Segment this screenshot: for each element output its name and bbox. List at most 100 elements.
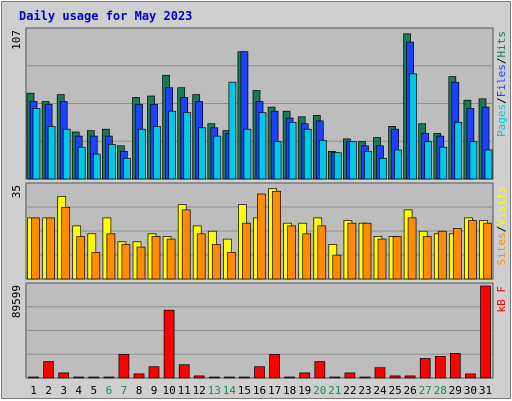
day-label: 27 bbox=[419, 384, 432, 397]
bar-sites-day-23 bbox=[362, 222, 372, 280]
bar-sites-day-26 bbox=[407, 217, 417, 280]
bar-sites-day-17 bbox=[272, 190, 281, 280]
bar-kb-f-day-15 bbox=[239, 376, 250, 379]
bar-kb-f-day-16 bbox=[254, 366, 265, 379]
bar-sites-day-18 bbox=[287, 225, 296, 280]
day-label: 16 bbox=[253, 384, 266, 397]
bar-kb-f-day-26 bbox=[404, 375, 416, 379]
bar-pages-day-13 bbox=[213, 135, 222, 180]
bar-pages-day-20 bbox=[318, 139, 327, 180]
bar-sites-day-22 bbox=[347, 222, 357, 280]
day-label: 8 bbox=[136, 384, 143, 397]
bar-sites-day-3 bbox=[61, 206, 71, 280]
bar-kb-f-day-12 bbox=[193, 375, 205, 379]
chart-title: Daily usage for May 2023 bbox=[19, 9, 192, 23]
bar-sites-day-10 bbox=[166, 238, 176, 280]
y-max-label: 35 bbox=[10, 185, 23, 198]
bar-kb-f-day-19 bbox=[299, 372, 311, 379]
bar-sites-day-30 bbox=[468, 220, 477, 280]
bar-pages-day-14 bbox=[228, 81, 237, 180]
bar-sites-day-1 bbox=[31, 217, 40, 280]
legend-item: / bbox=[495, 226, 508, 233]
bar-sites-day-16 bbox=[257, 193, 266, 280]
bar-sites-day-29 bbox=[452, 228, 462, 280]
bar-pages-day-5 bbox=[92, 153, 101, 180]
bar-pages-day-8 bbox=[138, 128, 146, 180]
bar-kb-f-day-9 bbox=[148, 366, 160, 379]
bar-kb-f-day-28 bbox=[434, 356, 446, 379]
bar-sites-day-2 bbox=[46, 217, 55, 280]
bar-sites-day-21 bbox=[332, 254, 342, 280]
bar-kb-f-day-5 bbox=[88, 376, 100, 379]
bar-kb-f-day-18 bbox=[284, 376, 295, 379]
bar-pages-day-1 bbox=[32, 108, 41, 180]
day-label: 7 bbox=[121, 384, 128, 397]
bar-pages-day-3 bbox=[62, 128, 71, 180]
bar-kb-f-day-17 bbox=[269, 354, 280, 379]
day-label: 5 bbox=[90, 384, 97, 397]
bar-kb-f-day-3 bbox=[58, 372, 70, 379]
day-label: 17 bbox=[268, 384, 281, 397]
day-label: 15 bbox=[238, 384, 251, 397]
bar-kb-f-day-14 bbox=[224, 376, 235, 379]
bar-sites-day-5 bbox=[91, 252, 101, 280]
day-label: 23 bbox=[358, 384, 371, 397]
bar-sites-day-31 bbox=[483, 222, 492, 280]
bar-sites-day-11 bbox=[181, 209, 191, 280]
bar-kb-f-day-30 bbox=[465, 373, 476, 379]
bar-kb-f-day-13 bbox=[208, 376, 220, 379]
bar-pages-day-24 bbox=[379, 157, 387, 180]
bar-kb-f-day-2 bbox=[43, 361, 54, 379]
day-label: 12 bbox=[193, 384, 206, 397]
legend-item: Hits bbox=[495, 31, 508, 58]
bar-pages-day-22 bbox=[349, 141, 357, 180]
bar-pages-day-26 bbox=[409, 73, 417, 180]
bar-pages-day-7 bbox=[123, 157, 131, 180]
legend: Sites/Visits bbox=[495, 186, 508, 266]
legend-item: Sites bbox=[495, 232, 508, 265]
bar-sites-day-14 bbox=[227, 252, 236, 280]
bar-sites-day-13 bbox=[211, 244, 221, 280]
bar-kb-f-day-6 bbox=[103, 376, 115, 379]
legend-item: / bbox=[495, 97, 508, 104]
day-label: 4 bbox=[75, 384, 82, 397]
y-max-label: 89599 bbox=[10, 285, 23, 318]
legend-item: Files bbox=[495, 64, 508, 97]
bar-pages-day-15 bbox=[243, 128, 252, 180]
bar-sites-day-19 bbox=[302, 233, 312, 280]
bar-pages-day-19 bbox=[303, 128, 312, 180]
bar-pages-day-10 bbox=[168, 110, 176, 180]
legend-item: / bbox=[495, 58, 508, 65]
legend-item: kB F bbox=[495, 286, 508, 313]
bar-pages-day-18 bbox=[288, 121, 297, 180]
day-label: 24 bbox=[373, 384, 387, 397]
bar-pages-day-27 bbox=[424, 141, 433, 180]
bar-kb-f-day-11 bbox=[178, 364, 190, 379]
day-label: 26 bbox=[403, 384, 416, 397]
panel-sites-visits: 35 Sites/Visits bbox=[10, 182, 508, 280]
day-label: 31 bbox=[479, 384, 492, 397]
day-label: 20 bbox=[313, 384, 326, 397]
bar-pages-day-29 bbox=[454, 121, 463, 180]
bar-pages-day-31 bbox=[484, 149, 493, 180]
bar-sites-day-28 bbox=[437, 230, 447, 280]
bar-sites-day-20 bbox=[317, 225, 327, 280]
bar-pages-day-9 bbox=[153, 126, 161, 180]
bar-pages-day-16 bbox=[258, 112, 267, 180]
day-label: 18 bbox=[283, 384, 296, 397]
bar-sites-day-27 bbox=[422, 236, 432, 280]
bar-kb-f-day-22 bbox=[344, 372, 356, 379]
bar-pages-day-12 bbox=[198, 127, 207, 180]
bar-sites-day-15 bbox=[242, 222, 251, 280]
day-label: 25 bbox=[388, 384, 401, 397]
day-label: 11 bbox=[178, 384, 191, 397]
bar-pages-day-6 bbox=[108, 144, 116, 180]
bar-kb-f-day-21 bbox=[329, 376, 341, 379]
bar-kb-f-day-4 bbox=[73, 376, 85, 379]
day-label: 2 bbox=[45, 384, 52, 397]
legend-item: Visits bbox=[495, 186, 508, 226]
y-max-label: 107 bbox=[10, 30, 23, 50]
day-label: 14 bbox=[223, 384, 237, 397]
